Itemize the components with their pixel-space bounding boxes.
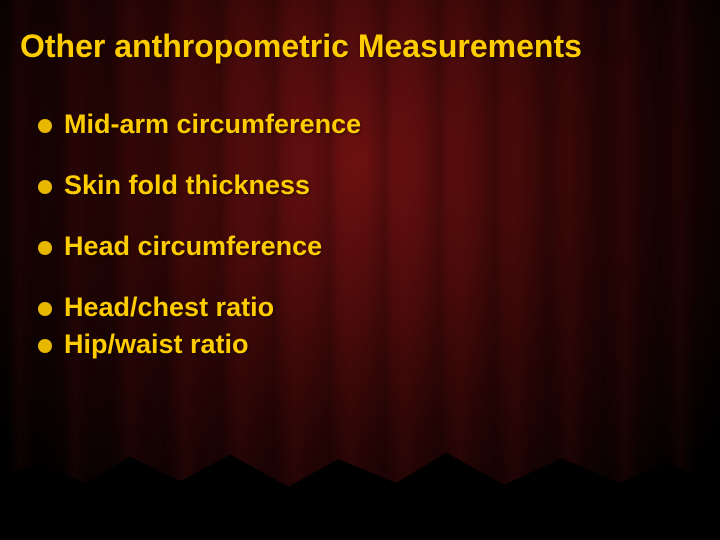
slide-content: Other anthropometric Measurements Mid-ar… [0,0,720,360]
list-item: Head/chest ratio [38,292,700,323]
list-item: Hip/waist ratio [38,329,700,360]
bullet-list: Mid-arm circumference Skin fold thicknes… [20,109,700,360]
list-item-text: Skin fold thickness [64,170,310,200]
list-item-text: Mid-arm circumference [64,109,361,139]
list-item: Head circumference [38,231,700,262]
list-item-text: Head/chest ratio [64,292,274,322]
slide: Other anthropometric Measurements Mid-ar… [0,0,720,540]
list-item-text: Head circumference [64,231,322,261]
list-item: Mid-arm circumference [38,109,700,140]
list-item: Skin fold thickness [38,170,700,201]
curtain-bottom-wave [0,445,720,540]
slide-title: Other anthropometric Measurements [20,28,700,65]
list-item-text: Hip/waist ratio [64,329,249,359]
